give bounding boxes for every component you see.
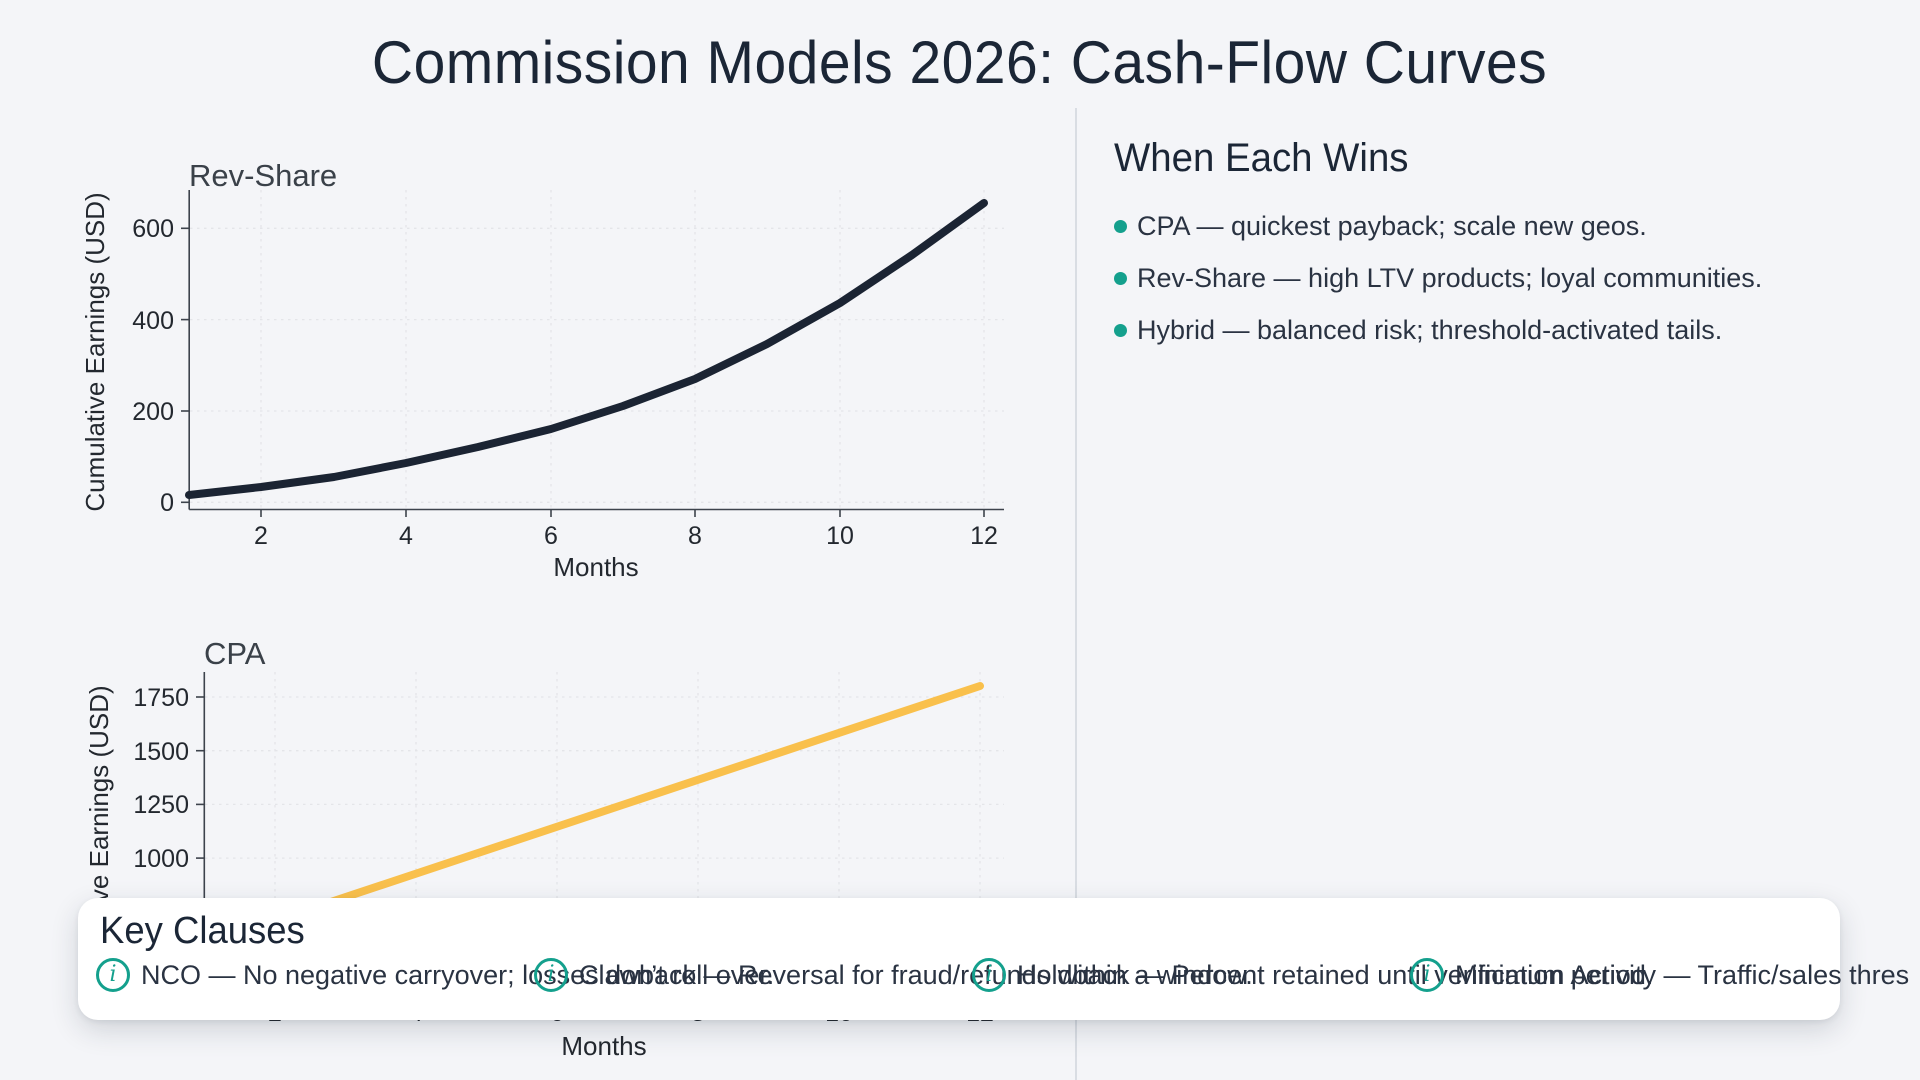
list-item: CPA — quickest payback; scale new geos. (1114, 211, 1920, 242)
list-item: i Holdback — Percent retained until veri… (972, 958, 1653, 992)
axis-tick-label: 1250 (133, 791, 189, 819)
page-header: Commission Models 2026: Cash-Flow Curves (0, 28, 1920, 97)
revshare-y-ticks: 0 200 400 600 (132, 215, 189, 517)
bullet-dot-icon (1114, 272, 1127, 285)
list-item: Rev-Share — high LTV products; loyal com… (1114, 263, 1920, 294)
info-icon: i (96, 958, 130, 992)
bullet-dot-icon (1114, 220, 1127, 233)
key-clauses-card: Key Clauses i NCO — No negative carryove… (78, 898, 1909, 1020)
axis-tick-label: 1000 (133, 845, 189, 873)
page-title: Commission Models 2026: Cash-Flow Curves (372, 29, 1548, 96)
cpa-y-ticks: 1000 1250 1500 1750 (133, 684, 204, 873)
axis-tick-label: 10 (826, 522, 854, 550)
revshare-chart: 0 200 400 600 2 4 6 8 10 12 Rev-Share Mo… (80, 158, 1004, 582)
info-icon: i (1410, 958, 1444, 992)
axis-tick-label: 2 (254, 522, 268, 550)
clause-text: Clawback — Reversal for fraud/refunds wi… (579, 959, 1253, 990)
revshare-xaxis-label: Months (553, 552, 638, 582)
bullet-text: Hybrid — balanced risk; threshold-activa… (1137, 315, 1723, 345)
revshare-grid (190, 190, 1004, 509)
revshare-yaxis-label: Cumulative Earnings (USD) (80, 192, 110, 511)
axis-tick-label: 12 (970, 522, 998, 550)
axis-tick-label: 400 (132, 307, 174, 335)
axis-tick-label: 600 (132, 215, 174, 243)
clause-text: NCO — No negative carryover; losses don’… (141, 959, 775, 990)
axis-tick-label: 1750 (133, 684, 189, 712)
bullet-text: Rev-Share — high LTV products; loyal com… (1137, 263, 1763, 293)
key-clauses-heading: Key Clauses (100, 910, 305, 952)
vertical-divider (1075, 108, 1077, 1080)
bullet-dot-icon (1114, 324, 1127, 337)
axis-tick-label: 8 (688, 522, 702, 550)
clause-text: Holdback — Percent retained until verifi… (1017, 959, 1654, 990)
axis-tick-label: 6 (544, 522, 558, 550)
revshare-chart-title: Rev-Share (189, 158, 337, 193)
list-item: Hybrid — balanced risk; threshold-activa… (1114, 315, 1920, 346)
axis-tick-label: 0 (160, 489, 174, 517)
axis-tick-label: 4 (399, 522, 413, 550)
list-item: i NCO — No negative carryover; losses do… (96, 958, 774, 992)
list-item: i Minimum Activity — Traffic/sales thres (1410, 958, 1909, 992)
axis-tick-label: 1500 (133, 738, 189, 766)
cpa-xaxis-label: Months (561, 1031, 646, 1061)
when-each-wins-panel: When Each Wins CPA — quickest payback; s… (1114, 136, 1920, 367)
cpa-chart-title: CPA (204, 636, 266, 671)
when-each-wins-heading: When Each Wins (1114, 136, 1409, 180)
revshare-x-ticks: 2 4 6 8 10 12 (254, 509, 998, 550)
list-item: i Clawback — Reversal for fraud/refunds … (534, 958, 1253, 992)
clause-text: Minimum Activity — Traffic/sales thres (1455, 959, 1910, 990)
info-icon: i (534, 958, 568, 992)
revshare-curve (185, 199, 988, 499)
info-icon: i (972, 958, 1006, 992)
axis-tick-label: 200 (132, 398, 174, 426)
bullet-text: CPA — quickest payback; scale new geos. (1137, 211, 1647, 241)
